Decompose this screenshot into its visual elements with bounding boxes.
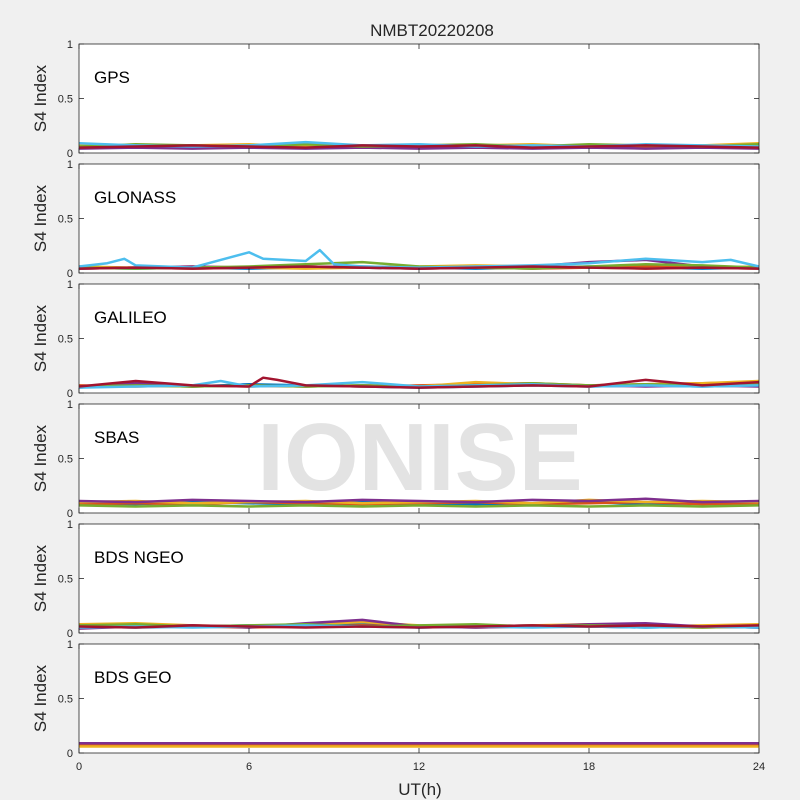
panel-label: GALILEO (94, 308, 167, 327)
panel-background (79, 524, 759, 633)
y-tick-label: 0.5 (58, 454, 73, 466)
panel-group: 0 0.5 1 S4 Index GPS 0 0.5 1 S4 Index GLONASS 0 0.5… (31, 39, 765, 773)
y-tick-label: 0.5 (58, 694, 73, 706)
panel-label: BDS GEO (94, 668, 171, 687)
y-tick-label: 0.5 (58, 574, 73, 586)
y-axis-label: S4 Index (31, 64, 50, 132)
y-tick-label: 1 (67, 399, 73, 411)
y-tick-label: 1 (67, 159, 73, 171)
y-tick-label: 1 (67, 39, 73, 51)
x-tick-label: 24 (753, 761, 765, 773)
y-tick-label: 1 (67, 519, 73, 531)
panel-background (79, 644, 759, 753)
chart-title: NMBT20220208 (370, 21, 494, 40)
data-series-line (78, 504, 760, 508)
data-series-line (78, 376, 760, 389)
panel-background (79, 164, 759, 273)
y-tick-label: 1 (67, 639, 73, 651)
x-tick-label: 6 (246, 761, 252, 773)
y-axis-label: S4 Index (31, 664, 50, 732)
y-tick-label: 0 (67, 388, 73, 400)
y-tick-label: 0 (67, 748, 73, 760)
x-axis-label: UT(h) (398, 780, 441, 799)
panel-label: GPS (94, 68, 130, 87)
x-tick-label: 18 (583, 761, 595, 773)
y-tick-label: 1 (67, 279, 73, 291)
panel-background (79, 44, 759, 153)
panel-label: BDS NGEO (94, 548, 184, 567)
data-series-line (78, 497, 760, 504)
data-series-line (78, 624, 760, 629)
watermark: IONISE (257, 404, 582, 511)
x-tick-label: 12 (413, 761, 425, 773)
y-axis-label: S4 Index (31, 424, 50, 492)
panel-label: GLONASS (94, 188, 176, 207)
y-tick-label: 0.5 (58, 214, 73, 226)
y-axis-label: S4 Index (31, 304, 50, 372)
data-series-line (78, 248, 760, 269)
y-tick-label: 0 (67, 628, 73, 640)
y-tick-label: 0 (67, 268, 73, 280)
y-tick-label: 0 (67, 148, 73, 160)
panel-background (79, 284, 759, 393)
data-series-line (78, 144, 760, 149)
y-tick-label: 0 (67, 508, 73, 520)
y-tick-label: 0.5 (58, 94, 73, 106)
panel-background (79, 404, 759, 513)
x-tick-label: 0 (76, 761, 82, 773)
y-axis-label: S4 Index (31, 184, 50, 252)
y-tick-label: 0.5 (58, 334, 73, 346)
panel-label: SBAS (94, 428, 139, 447)
y-axis-label: S4 Index (31, 544, 50, 612)
